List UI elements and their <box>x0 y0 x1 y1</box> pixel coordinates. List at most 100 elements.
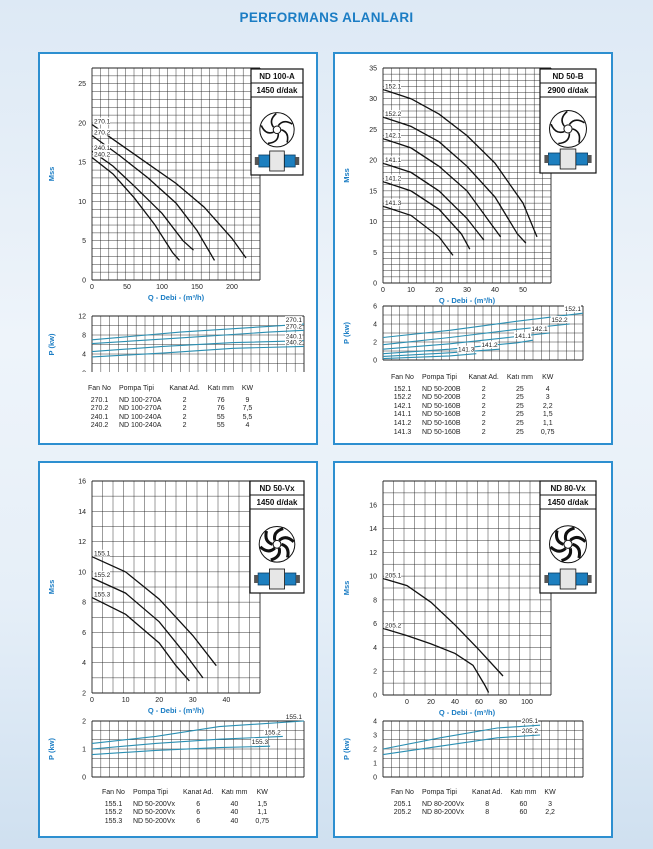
table-cell: 60 <box>519 800 528 808</box>
table-cell: 25 <box>515 419 524 427</box>
power-axis-label: P (kw) <box>47 738 56 760</box>
series-label-141.2: 141.2 <box>385 176 402 183</box>
series-label-bg <box>285 713 302 720</box>
pump-flange <box>295 575 300 583</box>
chart-panel-nd50b: 0 10 20 30 40 50 0 5 10 15 20 25 30 35 152.1 152.2 142.1… <box>333 52 613 445</box>
impeller-blade <box>277 120 293 127</box>
table-cell: 205.1 <box>393 800 412 808</box>
spec-table-nd50b: Fan No Pompa Tipi Kanat Ad. Katı mm KW 152.1 N… <box>387 374 559 437</box>
table-cell: 240.1 <box>90 413 109 421</box>
x-tick-label: 50 <box>519 287 527 294</box>
x-tick-label: 150 <box>191 284 203 291</box>
speed-label: 1450 d/dak <box>548 498 589 507</box>
impeller-icon <box>549 109 587 148</box>
impeller-blade <box>568 119 585 125</box>
series-label-152.1: 152.1 <box>565 306 582 313</box>
table-cell: 25 <box>515 411 524 419</box>
impeller-blade <box>280 542 290 558</box>
table-cell: 40 <box>230 817 239 825</box>
y-tick-label: 2 <box>373 340 377 347</box>
y-tick-label: 8 <box>373 597 377 604</box>
series-label-205.1: 205.1 <box>385 572 402 579</box>
series-label-270.1: 270.1 <box>94 119 111 126</box>
y-tick-label: 10 <box>78 199 86 206</box>
impeller-blade <box>264 530 274 546</box>
head-plot: 0 50 100 150 200 0 5 10 15 20 25 270.1 270.2 240.1240… <box>78 67 261 291</box>
x-tick-label: 40 <box>223 697 231 704</box>
impeller-rim <box>549 109 587 148</box>
impeller-hub <box>563 539 573 549</box>
table-row: 152.1 ND 50-200B 2 25 4 <box>387 386 559 395</box>
series-line-152.1 <box>382 312 584 339</box>
series-label-205.2: 205.2 <box>385 622 402 629</box>
series-label-bg <box>384 82 401 90</box>
series-label-152.1: 152.1 <box>385 84 402 91</box>
x-tick-label: 100 <box>521 699 533 706</box>
table-header-row: Fan No Pompa Tipi Kanat Ad. Katı mm KW <box>387 789 560 801</box>
x-tick-label: 40 <box>491 287 499 294</box>
series-label-141.1: 141.1 <box>515 333 532 340</box>
y-tick-label: 10 <box>369 219 377 226</box>
spec-table-nd80vx: Fan No Pompa Tipi Kanat Ad. Katı mm KW 205.1 N… <box>387 789 560 818</box>
y-tick-label: 25 <box>78 81 86 88</box>
series-label-bg <box>93 144 110 152</box>
series-label-141.2: 141.2 <box>481 342 498 349</box>
table-cell: 152.2 <box>393 394 412 402</box>
table-cell: 0,75 <box>255 817 270 825</box>
y-tick-label: 0 <box>82 278 86 285</box>
series-label-bg <box>384 156 401 164</box>
impeller-blade <box>550 123 565 134</box>
y-tick-label: 4 <box>82 660 86 667</box>
table-cell: 2 <box>481 419 486 427</box>
series-line-205.2 <box>382 734 541 756</box>
x-tick-label: 10 <box>407 287 415 294</box>
table-cell: 1,5 <box>542 411 553 419</box>
table-row: 205.1 ND 80-200Vx 8 60 3 <box>387 801 560 810</box>
table-cell: 205.2 <box>393 809 412 817</box>
impeller-blade <box>561 110 568 127</box>
y-tick-label: 3 <box>373 733 377 740</box>
impeller-hub <box>272 539 282 549</box>
pump-flange <box>544 575 549 583</box>
table-cell: ND 100-240A <box>118 413 162 421</box>
x-tick-label: 0 <box>381 287 385 294</box>
pump-casing <box>269 150 285 172</box>
table-cell: 240.2 <box>90 422 109 430</box>
series-label-240.1: 240.1 <box>94 145 111 152</box>
table-cell: 6 <box>196 800 201 808</box>
pump-flange <box>544 155 549 163</box>
y-tick-label: 4 <box>82 352 86 359</box>
table-header-cell: KW <box>256 789 268 796</box>
table-cell: ND 50-200Vx <box>132 800 175 808</box>
y-tick-label: 0 <box>373 775 377 782</box>
y-axis-label: Mss <box>342 168 351 183</box>
table-header-cell: Fan No <box>391 374 414 381</box>
table-row: 205.2 ND 80-200Vx 8 60 2,2 <box>387 809 560 818</box>
series-label-bg <box>263 728 281 736</box>
table-cell: 270.1 <box>90 396 109 404</box>
head-plot: 0 10 20 30 40 50 0 5 10 15 20 25 30 35 152.1 152.2 142.1… <box>369 66 552 294</box>
table-cell: 8 <box>485 800 490 808</box>
y-axis-label: Mss <box>47 580 56 595</box>
y-tick-label: 0 <box>82 775 86 782</box>
series-label-142.1: 142.1 <box>531 326 548 333</box>
table-cell: ND 50-200B <box>421 385 461 393</box>
model-box: ND 80-Vx 1450 d/dak <box>539 480 597 594</box>
y-tick-label: 2 <box>373 669 377 676</box>
y-tick-label: 16 <box>369 502 377 509</box>
table-header-cell: Fan No <box>88 385 111 392</box>
series-label-bg <box>285 316 302 324</box>
series-label-bg <box>384 131 401 139</box>
table-row: 155.3 ND 50-200Vx 6 40 0,75 <box>98 818 273 827</box>
table-cell: 6 <box>196 809 201 817</box>
series-label-141.3: 141.3 <box>458 347 475 354</box>
table-cell: 2,2 <box>545 809 555 817</box>
series-line-155.1 <box>91 556 217 667</box>
table-cell: 4 <box>245 422 250 430</box>
table-row: 270.1 ND 100-270A 2 76 9 <box>84 397 257 406</box>
series-label-270.1: 270.1 <box>286 317 303 324</box>
y-axis-label: Mss <box>342 581 351 596</box>
y-tick-label: 4 <box>373 719 377 726</box>
table-cell: 0,75 <box>540 428 555 436</box>
